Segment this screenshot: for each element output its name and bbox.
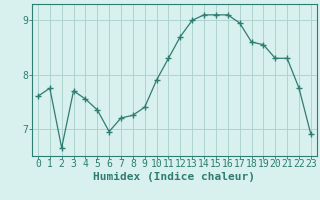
- X-axis label: Humidex (Indice chaleur): Humidex (Indice chaleur): [93, 172, 255, 182]
